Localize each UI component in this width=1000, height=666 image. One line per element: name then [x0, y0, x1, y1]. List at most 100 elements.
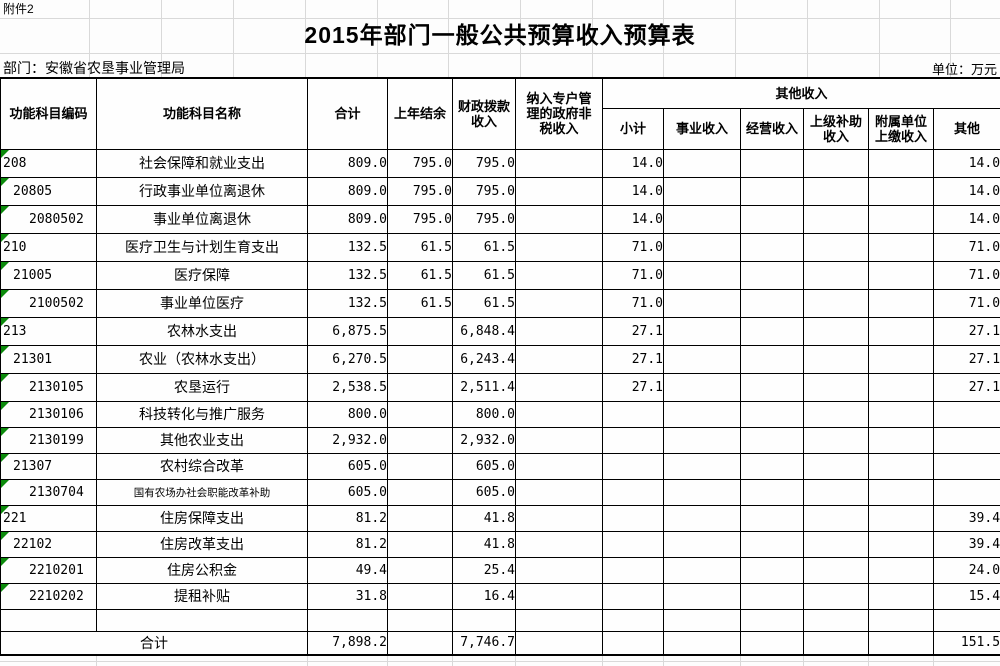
cell-subtotal[interactable]: [602, 630, 664, 656]
name-cell[interactable]: 农业（农林水支出）: [96, 344, 308, 374]
header-name[interactable]: 功能科目名称: [96, 77, 308, 150]
cell-subtotal[interactable]: 14.0: [602, 204, 664, 234]
cell-total[interactable]: [307, 608, 388, 632]
cell-other[interactable]: 71.0: [932, 288, 1000, 318]
cell-affiliate-income[interactable]: [868, 452, 934, 480]
cell-total[interactable]: 800.0: [307, 400, 388, 428]
cell-prev-balance[interactable]: 795.0: [387, 204, 453, 234]
cell-nontax[interactable]: [515, 478, 603, 506]
name-cell[interactable]: 其他农业支出: [96, 426, 308, 454]
header-superior-subsidy[interactable]: 上级补助 收入: [803, 107, 869, 150]
cell-other[interactable]: 14.0: [932, 176, 1000, 206]
cell-prev-balance[interactable]: 61.5: [387, 232, 453, 262]
cell-fiscal[interactable]: 795.0: [452, 148, 516, 178]
cell-subtotal[interactable]: 27.1: [602, 316, 664, 346]
cell-career-income[interactable]: [663, 288, 741, 318]
code-cell[interactable]: 21301: [0, 344, 97, 374]
cell-fiscal[interactable]: 25.4: [452, 556, 516, 584]
code-cell[interactable]: 221: [0, 504, 97, 532]
cell-career-income[interactable]: [663, 426, 741, 454]
cell-nontax[interactable]: [515, 288, 603, 318]
cell-operating-income[interactable]: [740, 530, 804, 558]
cell-superior-subsidy[interactable]: [803, 176, 869, 206]
cell-operating-income[interactable]: [740, 400, 804, 428]
cell-other[interactable]: [932, 400, 1000, 428]
cell-other[interactable]: 14.0: [932, 204, 1000, 234]
code-cell[interactable]: 2130199: [0, 426, 97, 454]
cell-superior-subsidy[interactable]: [803, 530, 869, 558]
cell-affiliate-income[interactable]: [868, 426, 934, 454]
cell-fiscal[interactable]: [452, 608, 516, 632]
cell-subtotal[interactable]: [602, 478, 664, 506]
cell-affiliate-income[interactable]: [868, 260, 934, 290]
name-cell[interactable]: 住房公积金: [96, 556, 308, 584]
name-cell[interactable]: 社会保障和就业支出: [96, 148, 308, 178]
cell-superior-subsidy[interactable]: [803, 426, 869, 454]
cell-other[interactable]: 71.0: [932, 232, 1000, 262]
cell-nontax[interactable]: [515, 504, 603, 532]
cell-operating-income[interactable]: [740, 452, 804, 480]
cell-nontax[interactable]: [515, 608, 603, 632]
cell-affiliate-income[interactable]: [868, 608, 934, 632]
cell-total[interactable]: 2,538.5: [307, 372, 388, 402]
cell-other[interactable]: 15.4: [932, 582, 1000, 610]
cell-operating-income[interactable]: [740, 630, 804, 656]
code-cell[interactable]: [0, 608, 97, 632]
code-cell[interactable]: 2210201: [0, 556, 97, 584]
code-cell[interactable]: 2130704: [0, 478, 97, 506]
cell-prev-balance[interactable]: 795.0: [387, 176, 453, 206]
cell-total[interactable]: 2,932.0: [307, 426, 388, 454]
code-cell[interactable]: 2130105: [0, 372, 97, 402]
cell-career-income[interactable]: [663, 204, 741, 234]
name-cell[interactable]: 行政事业单位离退休: [96, 176, 308, 206]
cell-career-income[interactable]: [663, 608, 741, 632]
cell-subtotal[interactable]: [602, 582, 664, 610]
cell-prev-balance[interactable]: [387, 344, 453, 374]
cell-nontax[interactable]: [515, 452, 603, 480]
cell-fiscal[interactable]: 2,511.4: [452, 372, 516, 402]
cell-operating-income[interactable]: [740, 608, 804, 632]
code-cell[interactable]: 2080502: [0, 204, 97, 234]
cell-total[interactable]: 809.0: [307, 148, 388, 178]
cell-operating-income[interactable]: [740, 478, 804, 506]
cell-other[interactable]: [932, 478, 1000, 506]
cell-other[interactable]: 71.0: [932, 260, 1000, 290]
cell-other[interactable]: 27.1: [932, 316, 1000, 346]
name-cell[interactable]: 医疗保障: [96, 260, 308, 290]
cell-prev-balance[interactable]: [387, 452, 453, 480]
name-cell[interactable]: 提租补贴: [96, 582, 308, 610]
header-fiscal[interactable]: 财政拨款 收入: [452, 77, 516, 150]
header-other-income-group[interactable]: 其他收入: [601, 77, 1000, 109]
code-cell[interactable]: 2210202: [0, 582, 97, 610]
header-other[interactable]: 其他: [932, 107, 1000, 150]
unit-label-cell[interactable]: 单位：万元: [931, 62, 997, 77]
cell-other[interactable]: [932, 608, 1000, 632]
header-operating-income[interactable]: 经营收入: [740, 107, 804, 150]
cell-operating-income[interactable]: [740, 344, 804, 374]
cell-affiliate-income[interactable]: [868, 556, 934, 584]
cell-fiscal[interactable]: 2,932.0: [452, 426, 516, 454]
cell-subtotal[interactable]: 14.0: [602, 148, 664, 178]
cell-subtotal[interactable]: 27.1: [602, 372, 664, 402]
cell-subtotal[interactable]: [602, 504, 664, 532]
attachment-label-cell[interactable]: 附件2: [3, 2, 34, 16]
cell-subtotal[interactable]: [602, 426, 664, 454]
cell-nontax[interactable]: [515, 400, 603, 428]
code-cell[interactable]: 2130106: [0, 400, 97, 428]
cell-prev-balance[interactable]: [387, 316, 453, 346]
cell-superior-subsidy[interactable]: [803, 232, 869, 262]
cell-fiscal[interactable]: 61.5: [452, 260, 516, 290]
cell-career-income[interactable]: [663, 260, 741, 290]
name-cell[interactable]: 事业单位离退休: [96, 204, 308, 234]
name-cell[interactable]: 科技转化与推广服务: [96, 400, 308, 428]
cell-prev-balance[interactable]: 795.0: [387, 148, 453, 178]
cell-other[interactable]: [932, 426, 1000, 454]
cell-operating-income[interactable]: [740, 426, 804, 454]
cell-affiliate-income[interactable]: [868, 204, 934, 234]
header-affiliate-income[interactable]: 附属单位 上缴收入: [868, 107, 934, 150]
name-cell[interactable]: 住房改革支出: [96, 530, 308, 558]
cell-superior-subsidy[interactable]: [803, 478, 869, 506]
cell-affiliate-income[interactable]: [868, 316, 934, 346]
cell-total[interactable]: 605.0: [307, 452, 388, 480]
cell-other[interactable]: 39.4: [932, 530, 1000, 558]
